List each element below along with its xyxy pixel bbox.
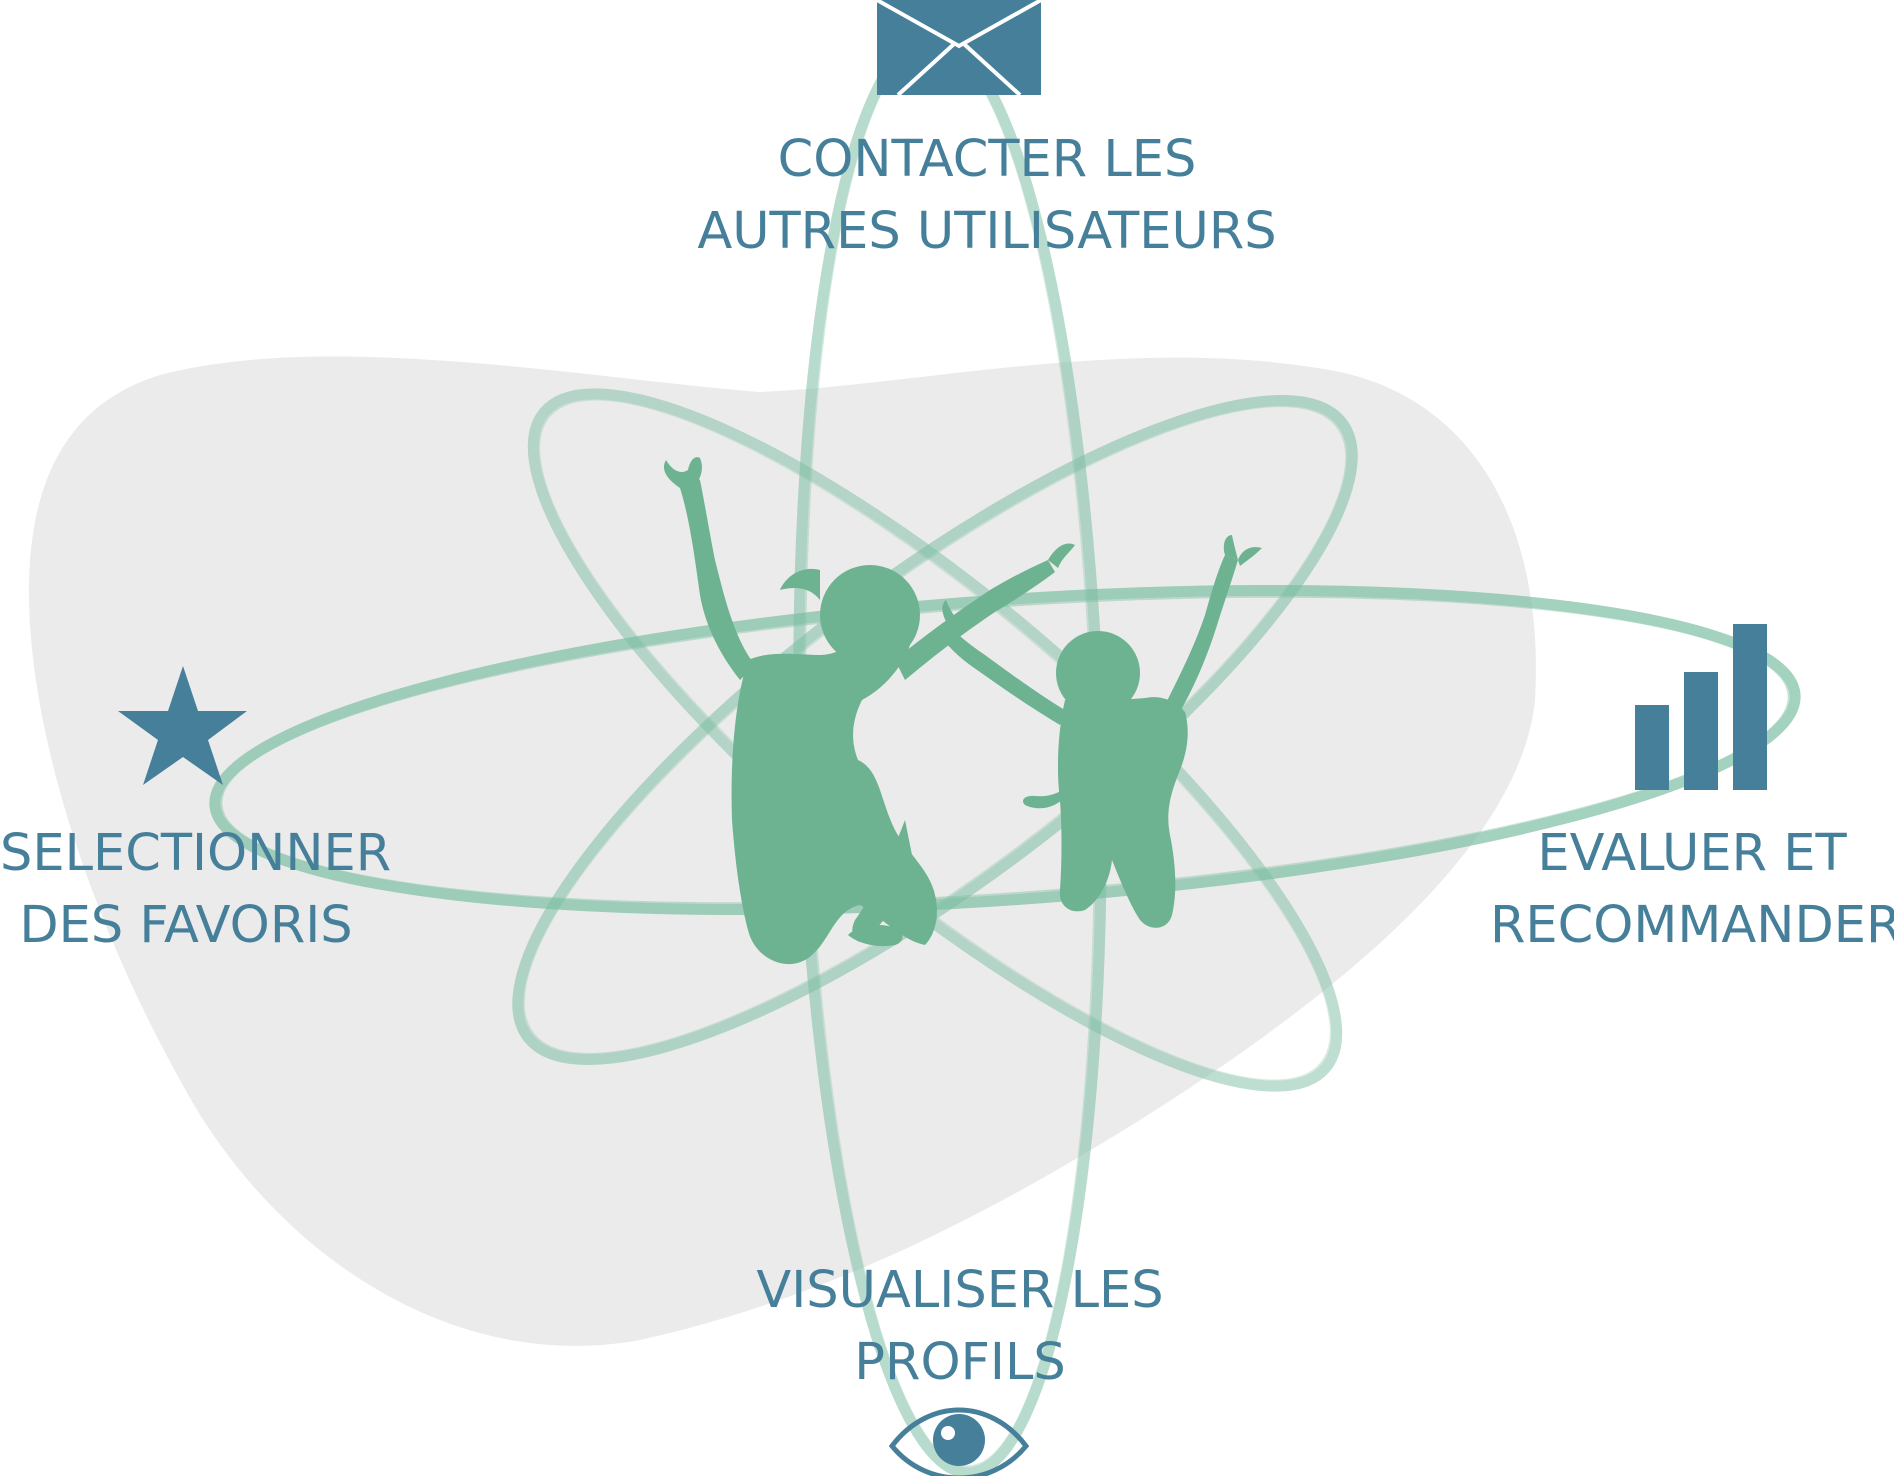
person-right [940, 535, 1262, 928]
envelope-icon [876, 0, 1042, 97]
select-favorites-line1: SELECTIONNER [0, 824, 392, 883]
evaluate-recommend-label: EVALUER ET RECOMMANDER [1490, 818, 1894, 962]
select-favorites-label: SELECTIONNER DES FAVORIS [0, 818, 392, 962]
view-profiles-line1: VISUALISER LES [756, 1261, 1164, 1320]
view-profiles-label: VISUALISER LES PROFILS [620, 1255, 1300, 1399]
jumping-people-icon [663, 457, 1262, 965]
contact-users-line2: AUTRES UTILISATEURS [697, 202, 1277, 261]
bar-chart-icon [1635, 624, 1767, 790]
evaluate-recommend-line1: EVALUER ET [1537, 824, 1847, 883]
select-favorites-line2: DES FAVORIS [19, 896, 353, 955]
contact-users-label: CONTACTER LES AUTRES UTILISATEURS [597, 124, 1377, 268]
contact-users-line1: CONTACTER LES [777, 130, 1197, 189]
evaluate-recommend-line2: RECOMMANDER [1490, 896, 1894, 955]
person-left [663, 457, 1075, 965]
star-icon [118, 666, 247, 785]
view-profiles-line2: PROFILS [854, 1333, 1066, 1392]
